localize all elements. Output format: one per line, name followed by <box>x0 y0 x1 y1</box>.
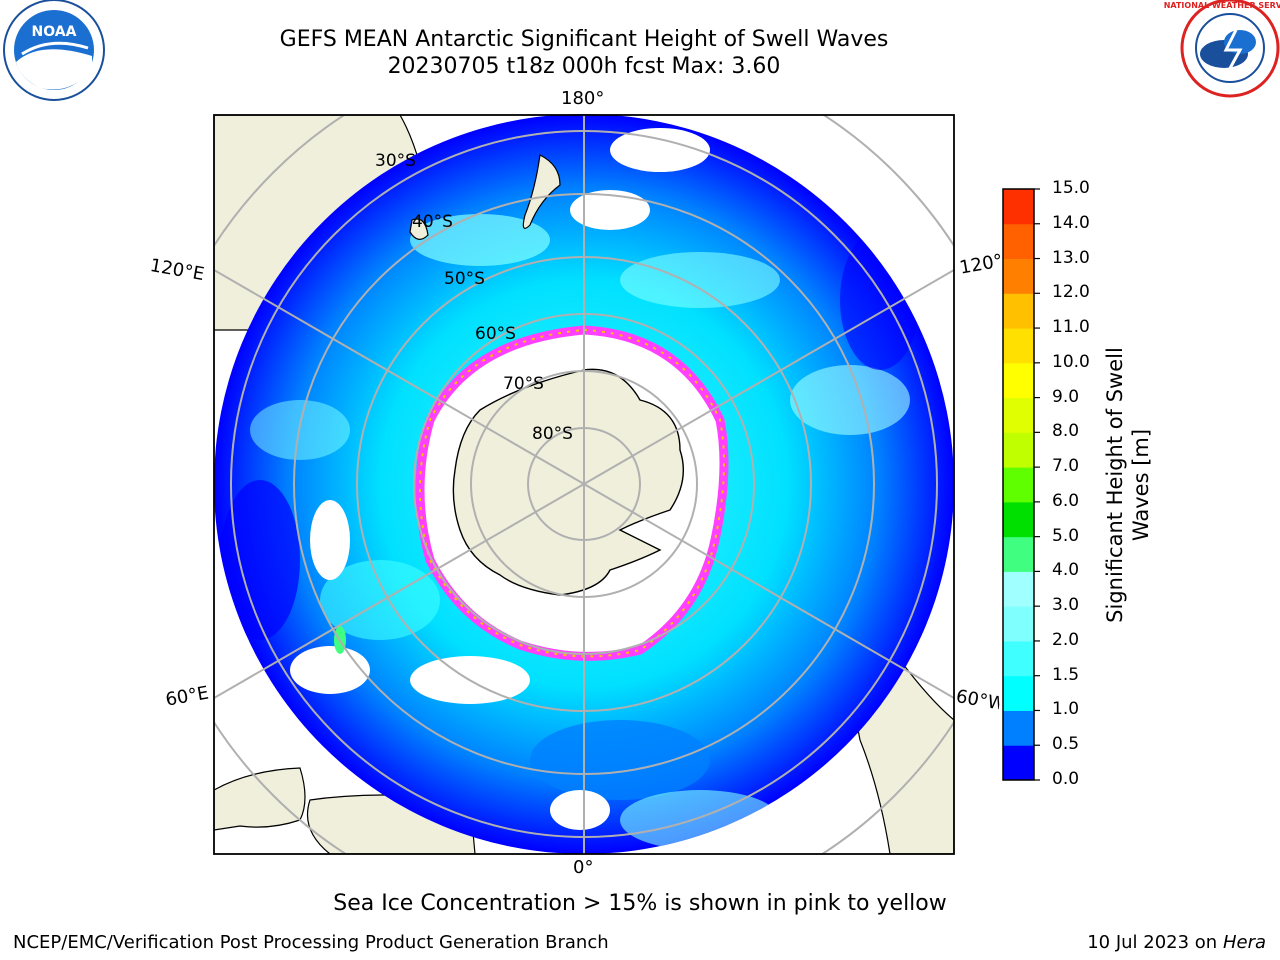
colorbar-band <box>1003 223 1034 260</box>
colorbar-tick-label: 4.0 <box>1052 560 1080 581</box>
colorbar-band <box>1003 397 1034 433</box>
colorbar-tick-label: 11.0 <box>1052 317 1090 338</box>
colorbar-tick-label: 5.0 <box>1052 525 1080 546</box>
noaa-logo-text: NOAA <box>32 24 77 40</box>
colorbar-tick-label: 3.0 <box>1052 595 1080 616</box>
footer-credit: NCEP/EMC/Verification Post Processing Pr… <box>13 932 609 953</box>
chart-subtitle: 20230705 t18z 000h fcst Max: 3.60 <box>387 54 781 79</box>
colorbar-tick-label: 2.0 <box>1052 629 1080 650</box>
colorbar <box>1003 189 1034 781</box>
colorbar-tick-label: 12.0 <box>1052 282 1090 303</box>
colorbar-band <box>1003 640 1034 677</box>
colorbar-tick-label: 8.0 <box>1052 421 1080 442</box>
footer-host: Hera <box>1222 932 1266 953</box>
colorbar-tick-label: 1.0 <box>1052 699 1080 720</box>
graticule <box>214 115 954 854</box>
colorbar-tick-label: 0.5 <box>1052 734 1080 755</box>
colorbar-tick-label: 7.0 <box>1052 456 1080 477</box>
colorbar-band <box>1003 606 1034 642</box>
lat-label-80s: 80°S <box>532 424 573 444</box>
lat-label-30s: 30°S <box>375 151 416 171</box>
colorbar-tick-label: 14.0 <box>1052 212 1090 233</box>
colorbar-band <box>1003 467 1034 503</box>
nws-logo-icon: NATIONAL WEATHER SERVICE <box>1164 0 1280 98</box>
colorbar-tick-label: 6.0 <box>1052 490 1080 511</box>
tasmania <box>409 218 429 240</box>
sea-ice-caption: Sea Ice Concentration > 15% is shown in … <box>333 891 947 916</box>
lat-label-70s: 70°S <box>503 374 544 394</box>
colorbar-tick-label: 9.0 <box>1052 386 1080 407</box>
colorbar-ticks <box>1034 188 1040 781</box>
colorbar-tick-label: 1.5 <box>1052 664 1080 685</box>
colorbar-band <box>1003 362 1034 399</box>
colorbar-band <box>1003 675 1034 711</box>
footer-date-prefix: 10 Jul 2023 on <box>1087 932 1223 953</box>
colorbar-tick-label: 15.0 <box>1052 178 1090 198</box>
lat-label-40s: 40°S <box>412 212 453 232</box>
chart-title: GEFS MEAN Antarctic Significant Height o… <box>279 27 889 52</box>
noaa-logo-icon: NOAA <box>3 0 105 101</box>
colorbar-band <box>1003 536 1034 572</box>
lon-label-180: 180° <box>561 88 605 109</box>
colorbar-band <box>1003 293 1034 329</box>
colorbar-tick-label: 0.0 <box>1052 769 1080 789</box>
colorbar-tick-label: 10.0 <box>1052 351 1090 372</box>
lon-label-0: 0° <box>573 857 594 878</box>
colorbar-title: Significant Height of Swell Waves [m] <box>1103 347 1153 623</box>
colorbar-band <box>1003 432 1034 468</box>
colorbar-band <box>1003 745 1034 781</box>
colorbar-band <box>1003 710 1034 746</box>
colorbar-band <box>1003 258 1034 294</box>
colorbar-band <box>1003 189 1034 225</box>
colorbar-band <box>1003 501 1034 538</box>
map-frame <box>213 114 955 855</box>
colorbar-band <box>1003 571 1034 607</box>
footer-date: 10 Jul 2023 on Hera <box>1087 932 1266 953</box>
lat-label-50s: 50°S <box>444 269 485 289</box>
colorbar-band <box>1003 328 1034 364</box>
lat-label-60s: 60°S <box>475 324 516 344</box>
colorbar-tick-label: 13.0 <box>1052 247 1090 268</box>
antarctica <box>452 368 685 596</box>
colorbar-outline <box>1002 188 1035 781</box>
nws-logo-text: NATIONAL WEATHER SERVICE <box>1164 1 1280 10</box>
